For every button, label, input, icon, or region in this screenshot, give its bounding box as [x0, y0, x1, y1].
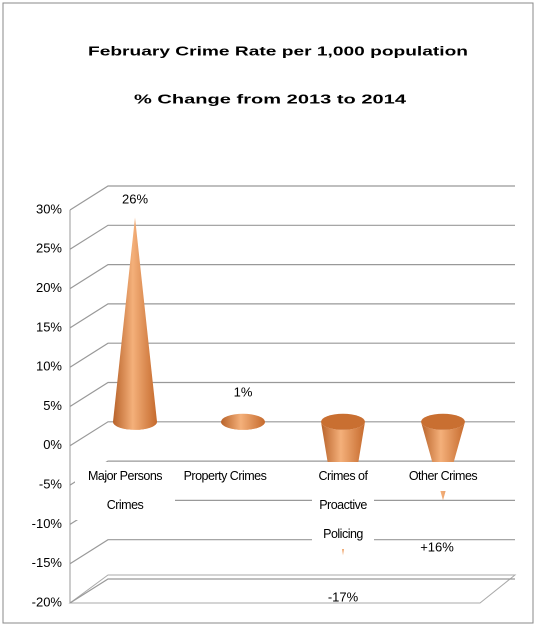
- cone-base: [113, 413, 157, 430]
- grid-line: [69, 342, 515, 368]
- chart-subtitle: % Change from 2013 to 2014: [134, 91, 407, 106]
- x-tick-label: Other Crimes: [393, 462, 493, 491]
- y-tick-label: 5%: [43, 398, 62, 413]
- x-tick-label: Major Persons Crimes: [75, 462, 175, 520]
- x-tick-label: Crimes of Proactive Policing: [312, 462, 374, 549]
- data-label: 1%: [234, 384, 253, 399]
- y-tick-label: 25%: [36, 241, 62, 256]
- y-tick-label: 0%: [43, 437, 62, 452]
- y-tick-label: -15%: [32, 555, 63, 570]
- cone: [221, 413, 265, 430]
- grid-line: [69, 264, 515, 290]
- grid-line: [69, 381, 515, 408]
- cone-base: [221, 413, 265, 430]
- y-tick-label: -10%: [32, 516, 63, 531]
- cone-body: [421, 421, 465, 501]
- grid-line: [69, 578, 515, 604]
- chart-title: February Crime Rate per 1,000 population: [88, 43, 468, 58]
- cone-base: [321, 413, 365, 430]
- y-tick-label: 15%: [36, 319, 62, 334]
- cone: [113, 217, 157, 430]
- grid-line: [69, 421, 515, 447]
- grid-line: [69, 224, 515, 250]
- floor: [68, 574, 517, 604]
- grid-line: [69, 185, 515, 211]
- cone: [421, 413, 465, 501]
- y-tick-label: 20%: [36, 280, 62, 295]
- x-tick-label: Property Crimes: [175, 462, 275, 491]
- y-tick-label: -5%: [39, 477, 63, 492]
- cone-body: [113, 217, 157, 430]
- data-label: 26%: [122, 191, 148, 206]
- data-label: +16%: [420, 539, 454, 554]
- data-label: -17%: [328, 589, 359, 604]
- grid-line: [69, 539, 515, 565]
- cone-base: [421, 413, 465, 430]
- y-tick-label: 10%: [36, 359, 62, 374]
- y-tick-label: 30%: [36, 201, 62, 216]
- grid-line: [69, 303, 515, 329]
- y-tick-label: -20%: [32, 594, 63, 609]
